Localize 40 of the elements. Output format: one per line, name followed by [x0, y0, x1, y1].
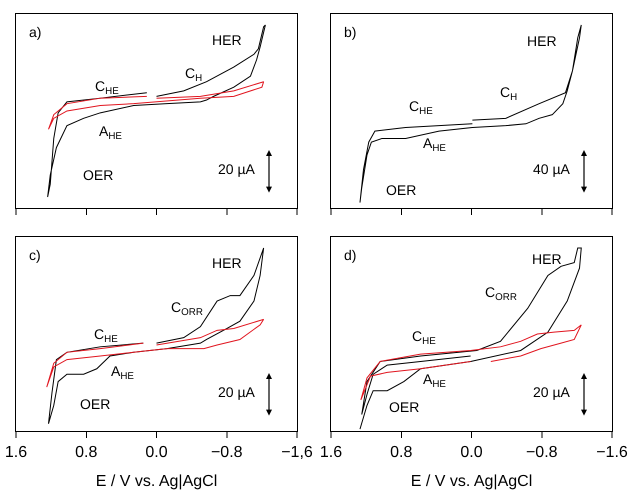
annotation: 20 µA	[218, 161, 256, 177]
annotation: HER	[212, 255, 242, 271]
x-tick-label: −1.6	[596, 444, 628, 462]
annotation: b)	[344, 24, 356, 40]
annotation: C$_{H}$	[500, 84, 518, 103]
annotation: HER	[527, 33, 557, 49]
annotation: 40 µA	[533, 161, 571, 177]
x-axis-title: E / V vs. Ag|AgCl	[410, 472, 532, 490]
annotation: d)	[344, 247, 356, 263]
x-axis-title: E / V vs. Ag|AgCl	[96, 472, 218, 490]
annotation: a)	[29, 24, 42, 40]
annotation: c)	[29, 247, 41, 263]
x-tick-label: 0.0	[460, 444, 483, 462]
annotation: A$_{HE}$	[111, 363, 134, 382]
annotation: 20 µA	[218, 384, 256, 400]
x-tick-label: 0.0	[145, 444, 168, 462]
annotation: C$_{H}$	[185, 65, 202, 84]
annotation: C$_{ORR}$	[485, 284, 517, 303]
annotation: 20 µA	[533, 384, 571, 400]
annotation: A$_{HE}$	[423, 135, 446, 154]
annotation: C$_{HE}$	[409, 98, 434, 117]
x-tick-label: −0.8	[526, 444, 558, 462]
x-tick-label: 0.8	[390, 444, 412, 462]
x-tick-label: 1.6	[320, 444, 342, 462]
x-tick-label: −0.8	[210, 444, 243, 462]
x-tick-label: −1,6	[281, 444, 313, 462]
annotation: C$_{HE}$	[94, 326, 118, 345]
x-tick-label: 1.6	[4, 444, 28, 462]
annotation: OER	[386, 182, 416, 198]
annotation: C$_{HE}$	[95, 78, 120, 97]
annotation: C$_{HE}$	[412, 328, 436, 347]
annotation: A$_{HE}$	[99, 123, 122, 142]
x-tick-label: 0.8	[75, 444, 98, 462]
annotation: OER	[389, 399, 420, 415]
annotation: HER	[532, 251, 562, 267]
annotation: C$_{ORR}$	[171, 299, 203, 318]
annotation: HER	[212, 32, 242, 48]
annotation: OER	[83, 167, 114, 183]
annotation: A$_{HE}$	[423, 371, 446, 390]
annotation: OER	[80, 396, 110, 412]
